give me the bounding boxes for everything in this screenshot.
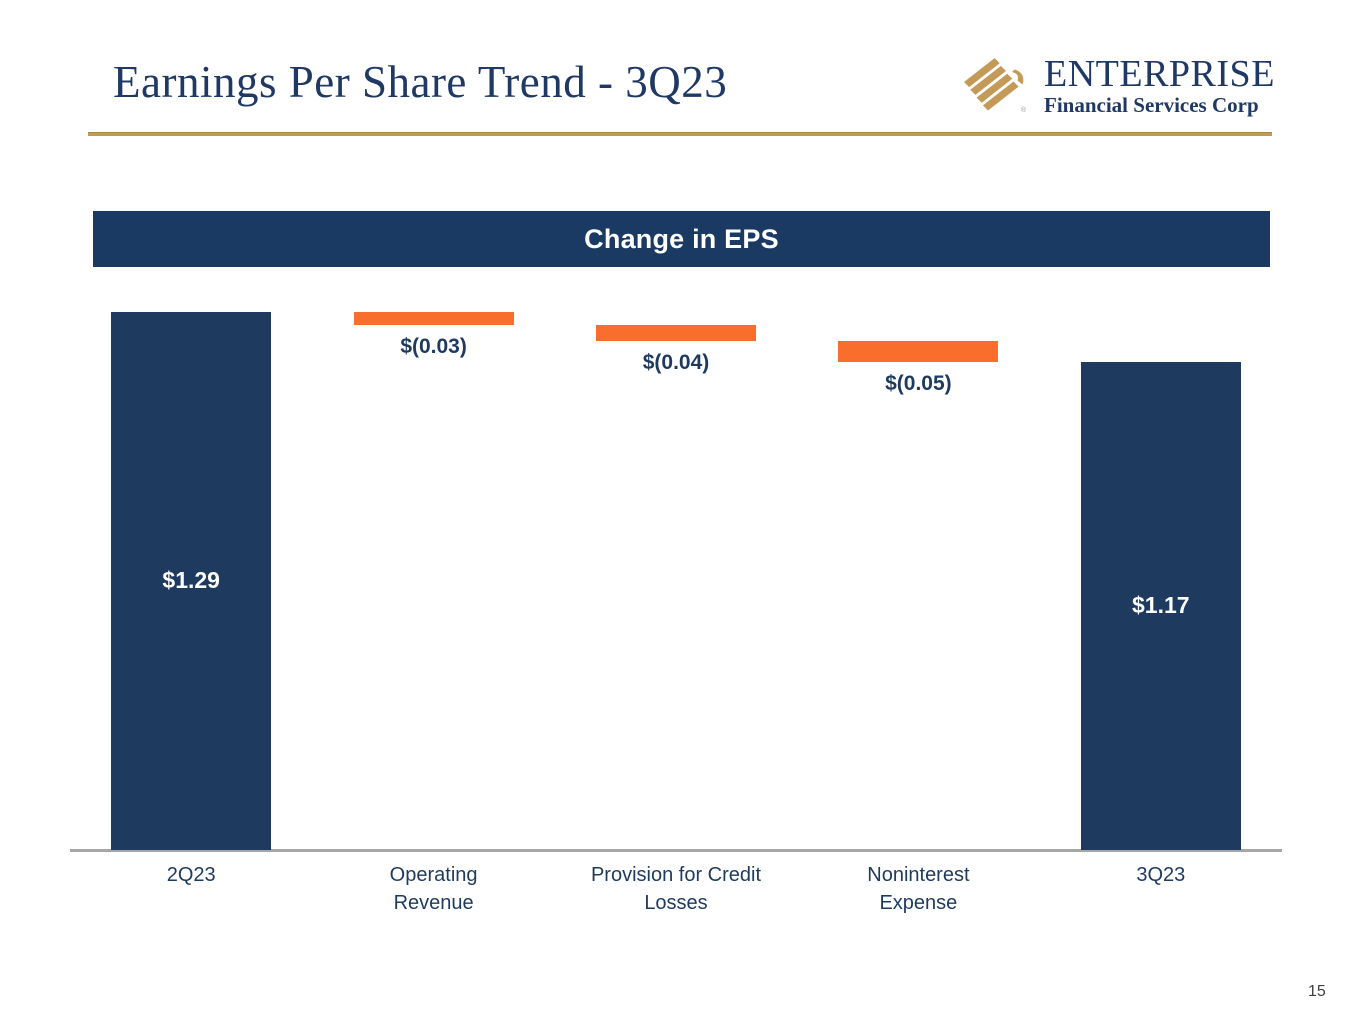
bar-value-label: $1.17 (1132, 592, 1190, 619)
x-axis-category-label: 3Q23 (1136, 864, 1186, 886)
x-axis-category-label: Operating Revenue (389, 864, 478, 914)
page-title: Earnings Per Share Trend - 3Q23 (113, 57, 728, 107)
registered-trademark-glyph: ® (1021, 106, 1027, 114)
waterfall-bar-total (111, 312, 272, 850)
bar-value-label: $(0.05) (885, 372, 952, 396)
waterfall-bar-decrease (838, 341, 999, 363)
bar-value-label: $(0.04) (642, 351, 710, 375)
logo-company-subtitle: Financial Services Corp (1044, 93, 1259, 117)
x-axis-category-label: 2Q23 (166, 864, 216, 886)
waterfall-bar-total (1080, 362, 1241, 850)
bar-value-label: $(0.03) (400, 334, 467, 358)
logo-company-name: ENTERPRISE (1044, 53, 1275, 95)
chart-title: Change in EPS (584, 223, 779, 254)
chart-title-banner: Change in EPS (93, 211, 1270, 267)
x-axis-category-label: Provision for Credit Losses (590, 864, 762, 914)
title-underline-rule (88, 132, 1272, 136)
company-logo: ® ENTERPRISE Financial Services Corp (958, 54, 1275, 117)
logo-text: ENTERPRISE Financial Services Corp (1044, 54, 1275, 117)
waterfall-bar-decrease (596, 324, 756, 342)
x-axis-category-label: Noninterest Expense (867, 864, 970, 914)
logo-stripes-icon: ® (964, 58, 1027, 114)
page-number: 15 (1308, 983, 1326, 1000)
waterfall-bar-decrease (353, 312, 514, 325)
x-axis-line (70, 849, 1282, 852)
bar-value-label: $1.29 (162, 567, 220, 594)
